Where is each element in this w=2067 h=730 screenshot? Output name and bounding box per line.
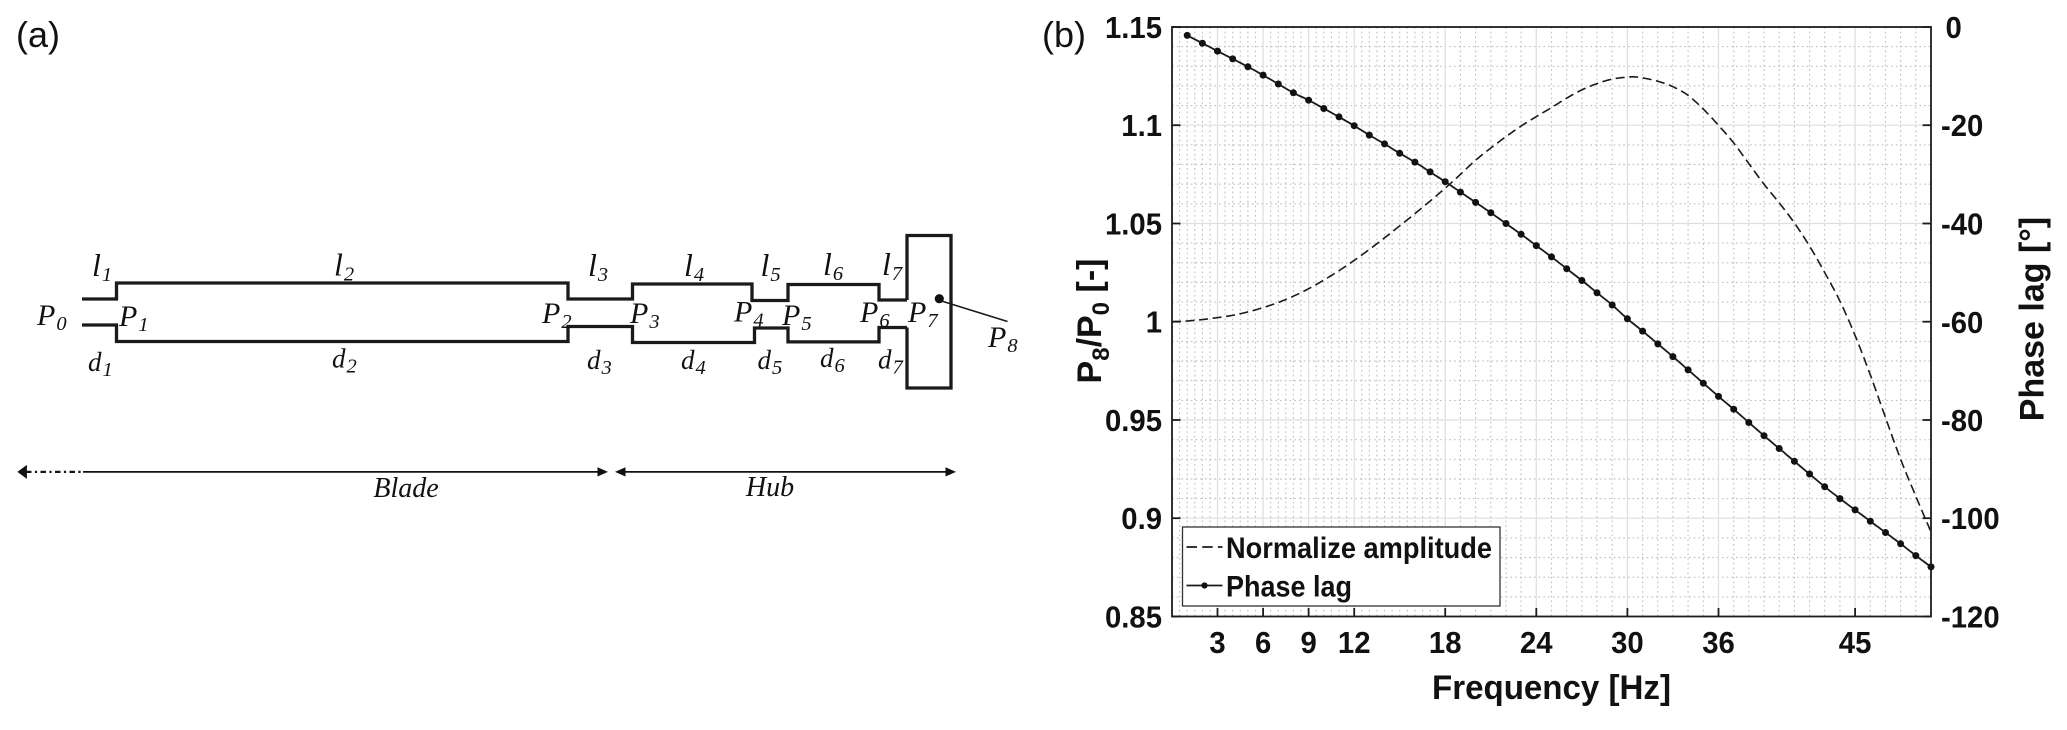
svg-text:36: 36: [1702, 625, 1735, 660]
svg-text:0: 0: [1946, 10, 1962, 45]
svg-text:Phase lag [°]: Phase lag [°]: [2014, 217, 2052, 421]
svg-text:-20: -20: [1941, 108, 1983, 143]
svg-text:P8/P0 [-]: P8/P0 [-]: [1071, 259, 1115, 384]
svg-text:d5: d5: [758, 345, 783, 379]
svg-text:(b): (b): [1042, 14, 1086, 55]
svg-text:6: 6: [1255, 625, 1271, 660]
svg-text:30: 30: [1611, 625, 1644, 660]
svg-text:9: 9: [1300, 625, 1316, 660]
svg-text:P5: P5: [781, 299, 812, 335]
svg-text:Blade: Blade: [373, 473, 438, 504]
svg-text:-120: -120: [1941, 600, 2000, 635]
svg-text:Normalize amplitude: Normalize amplitude: [1226, 532, 1492, 565]
svg-text:1.1: 1.1: [1121, 108, 1162, 143]
svg-text:3: 3: [1209, 625, 1225, 660]
svg-text:45: 45: [1839, 625, 1872, 660]
svg-text:(a): (a): [16, 14, 60, 55]
svg-text:24: 24: [1520, 625, 1553, 660]
svg-text:Phase lag: Phase lag: [1226, 571, 1352, 604]
svg-text:0.9: 0.9: [1121, 501, 1162, 536]
svg-text:0.95: 0.95: [1105, 403, 1162, 438]
svg-text:18: 18: [1429, 625, 1462, 660]
svg-text:d7: d7: [878, 345, 904, 379]
svg-text:Frequency [Hz]: Frequency [Hz]: [1432, 669, 1671, 707]
svg-text:Hub: Hub: [745, 472, 794, 503]
svg-text:d4: d4: [681, 345, 706, 379]
svg-text:-60: -60: [1941, 305, 1983, 340]
svg-text:-80: -80: [1941, 403, 1983, 438]
svg-text:-100: -100: [1941, 501, 2000, 536]
svg-text:1: 1: [1146, 305, 1162, 340]
svg-text:1.05: 1.05: [1105, 207, 1162, 242]
svg-text:12: 12: [1338, 625, 1371, 660]
svg-text:1.15: 1.15: [1105, 10, 1162, 45]
svg-text:0.85: 0.85: [1105, 600, 1162, 635]
svg-text:-40: -40: [1941, 207, 1983, 242]
